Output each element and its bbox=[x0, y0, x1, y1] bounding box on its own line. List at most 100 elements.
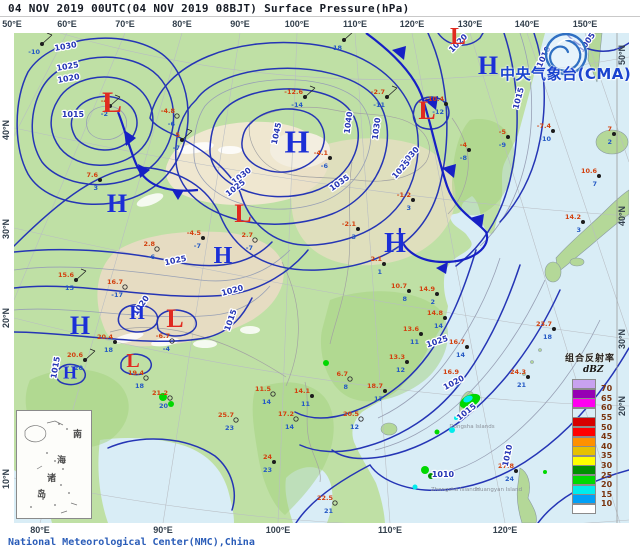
station-plot: 21.2 20 bbox=[152, 389, 173, 410]
lon-label-top: 120°E bbox=[399, 19, 425, 29]
station-temperature: 17.2 bbox=[278, 410, 294, 418]
south-china-sea-inset: 南海诸岛 bbox=[16, 410, 92, 519]
station-dewpoint: -11 bbox=[373, 101, 385, 109]
station-plot: 11.5 14 bbox=[255, 385, 276, 406]
station-temperature: 20.5 bbox=[343, 410, 360, 418]
station-plot: 16.9 14 bbox=[443, 368, 463, 389]
station-dot-icon bbox=[514, 469, 518, 473]
station-plot: 24 23 bbox=[263, 453, 276, 474]
legend-value-label: 50 bbox=[601, 422, 613, 432]
station-plot: 24.3 21 bbox=[510, 368, 530, 389]
station-dewpoint: 7 bbox=[592, 180, 597, 188]
station-plot: 72 bbox=[607, 125, 616, 146]
station-plot: 14.92 bbox=[419, 285, 439, 306]
legend-color-box bbox=[572, 379, 596, 389]
station-dot-icon bbox=[551, 129, 555, 133]
station-dewpoint: -6 bbox=[168, 120, 176, 128]
station-temperature: 6.7 bbox=[336, 370, 348, 378]
high-pressure-letter: H bbox=[477, 50, 499, 80]
station-temperature: -4.1 bbox=[314, 149, 329, 157]
lon-label-bottom: 100°E bbox=[265, 525, 291, 535]
lon-label-bottom: 80°E bbox=[30, 525, 50, 535]
station-plot: 16.7 -17 bbox=[107, 278, 128, 299]
station-temperature: -2.7 bbox=[371, 88, 385, 96]
station-temperature: -12.6 bbox=[284, 88, 303, 96]
isobar-label: 1010 bbox=[432, 470, 455, 479]
station-dot-icon bbox=[201, 236, 205, 240]
lat-label-right: 30°N bbox=[617, 328, 627, 350]
lon-label-bottom: 110°E bbox=[377, 525, 403, 535]
station-dewpoint: 23 bbox=[225, 424, 234, 432]
station-plot: 7.63 bbox=[86, 171, 102, 192]
station-temperature: -4.8 bbox=[161, 107, 176, 115]
station-dewpoint: 8 bbox=[402, 295, 407, 303]
station-plot: 10.67 bbox=[581, 167, 601, 188]
station-temperature: 16.9 bbox=[443, 368, 460, 376]
station-dot-icon bbox=[552, 327, 556, 331]
station-temperature: -4 bbox=[460, 141, 468, 149]
station-dewpoint: 11 bbox=[301, 400, 311, 408]
lon-label-top: 90°E bbox=[230, 19, 250, 29]
wind-barb-icon bbox=[75, 268, 87, 281]
station-dot-icon bbox=[328, 156, 332, 160]
lon-label-bottom: 120°E bbox=[492, 525, 518, 535]
high-pressure-letter: H bbox=[106, 188, 128, 218]
legend-color-box bbox=[572, 446, 596, 457]
station-plot: -10 bbox=[28, 33, 53, 56]
station-dewpoint: 14 bbox=[262, 398, 272, 406]
legend-color-box bbox=[572, 436, 596, 447]
high-pressure-letter: H bbox=[213, 243, 233, 270]
station-dot-icon bbox=[411, 198, 415, 202]
station-plot: -1.2 3 bbox=[397, 191, 415, 212]
station-temperature: -7.4 bbox=[537, 122, 552, 130]
station-temperature: 13.3 bbox=[389, 353, 405, 361]
station-temperature: 24.3 bbox=[510, 368, 526, 376]
legend-value-label: 20 bbox=[601, 480, 613, 490]
station-plot: -4.5 -7 bbox=[187, 229, 205, 250]
station-plot: 25.7 23 bbox=[218, 411, 239, 432]
station-temperature: 16.7 bbox=[449, 338, 465, 346]
legend-color-box bbox=[572, 398, 596, 409]
high-pressure-letter: H bbox=[384, 227, 406, 259]
station-temperature: 15.6 bbox=[58, 271, 75, 279]
station-circle-icon bbox=[143, 375, 149, 381]
inset-islands bbox=[24, 420, 78, 514]
station-dot-icon bbox=[419, 332, 423, 336]
station-dewpoint: -7 bbox=[173, 144, 180, 152]
islands-layer bbox=[380, 33, 629, 523]
station-dewpoint: -9 bbox=[499, 141, 507, 149]
station-dewpoint: 15 bbox=[65, 284, 75, 292]
station-plot: -18 bbox=[330, 33, 353, 52]
legend-unit: dBZ bbox=[583, 365, 604, 375]
title-divider bbox=[0, 16, 640, 17]
station-temperature: 20.6 bbox=[67, 351, 84, 359]
station-temperature: 14.1 bbox=[294, 387, 311, 395]
station-dewpoint: -14 bbox=[291, 101, 303, 109]
station-temperature: -2.1 bbox=[342, 220, 357, 228]
station-dot-icon bbox=[356, 227, 360, 231]
station-dewpoint: 17 bbox=[374, 395, 383, 403]
station-dewpoint: 3 bbox=[351, 233, 356, 241]
station-plot: -7.4 -10 bbox=[537, 122, 555, 143]
legend-title: 组合反射率 bbox=[565, 354, 616, 364]
island-name-label: Dongsha Islands bbox=[449, 424, 494, 430]
lat-label-left: 20°N bbox=[1, 307, 11, 329]
station-dewpoint: 18 bbox=[104, 346, 114, 354]
cold-fronts bbox=[116, 33, 489, 274]
station-dewpoint: -10 bbox=[539, 135, 551, 143]
cma-logo-text: 中央气象台(CMA) bbox=[500, 65, 632, 83]
legend-color-box bbox=[572, 475, 596, 485]
low-pressure-letter: L bbox=[126, 350, 140, 373]
lat-label-left: 30°N bbox=[1, 218, 11, 240]
station-dewpoint: 23 bbox=[263, 466, 272, 474]
station-dot-icon bbox=[459, 375, 463, 379]
station-dewpoint: 14 bbox=[450, 381, 460, 389]
lon-label-top: 140°E bbox=[514, 19, 540, 29]
station-plot: -2.7 -11 bbox=[371, 85, 398, 109]
station-dewpoint: -6 bbox=[148, 253, 156, 261]
page-title: 04 NOV 2019 00UTC(04 NOV 2019 08BJT) Sur… bbox=[8, 2, 410, 15]
legend-color-box bbox=[572, 494, 596, 505]
legend-value-label: 55 bbox=[601, 412, 613, 422]
station-circle-icon bbox=[358, 416, 364, 422]
legend-value-label: 60 bbox=[601, 403, 613, 413]
